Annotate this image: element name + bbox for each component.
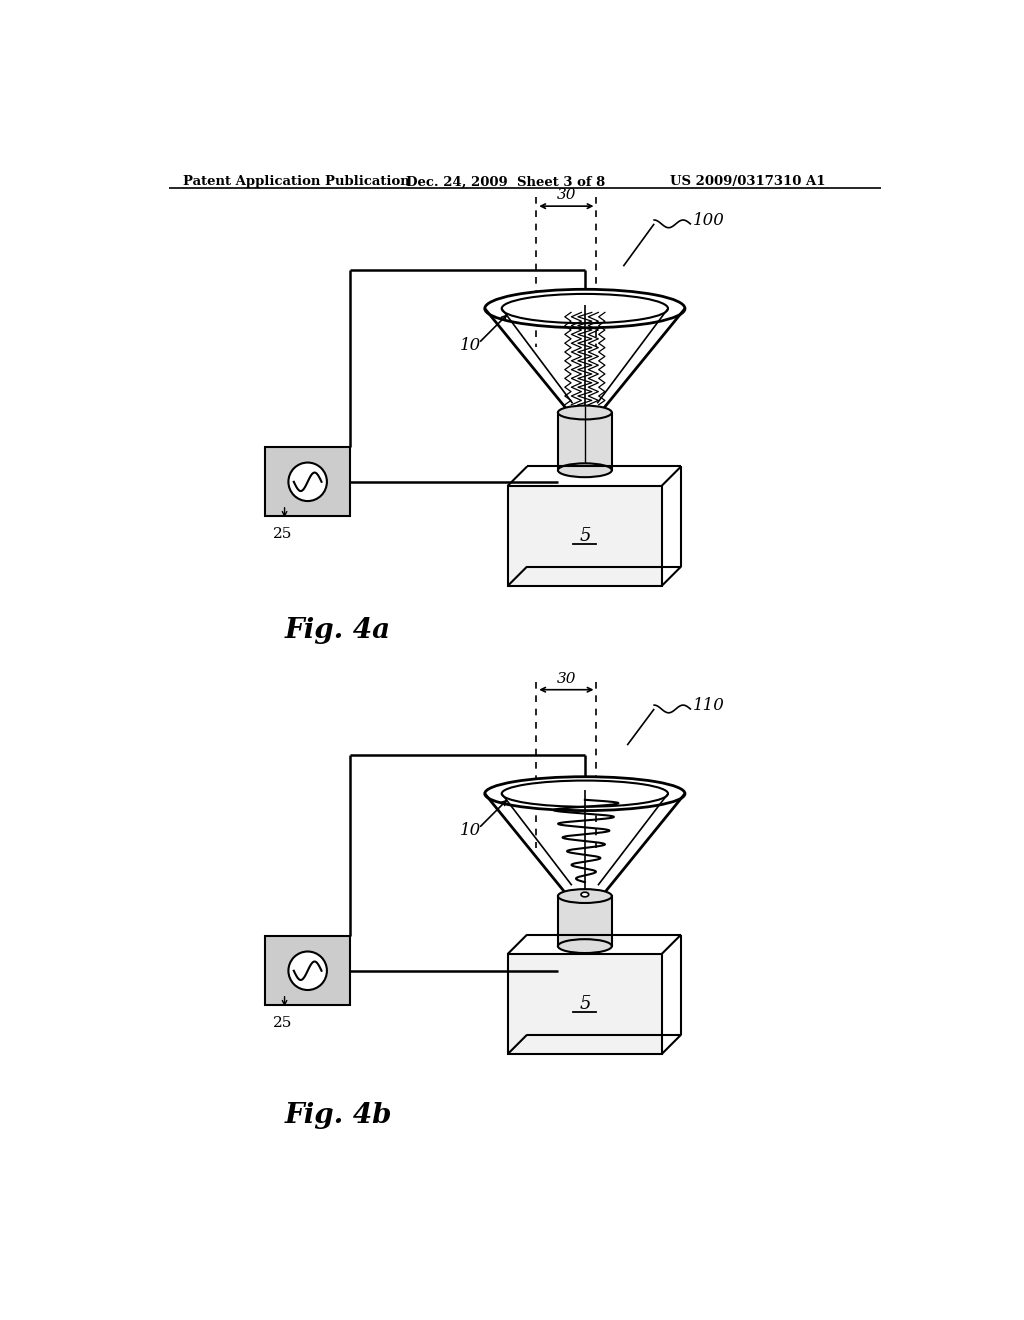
Ellipse shape	[558, 940, 611, 953]
Text: 100: 100	[692, 211, 725, 228]
Bar	[558, 412, 611, 470]
Ellipse shape	[558, 890, 611, 903]
Ellipse shape	[484, 776, 685, 810]
Ellipse shape	[502, 780, 668, 807]
Text: 25: 25	[273, 1016, 293, 1030]
Ellipse shape	[568, 891, 602, 902]
Bar	[265, 936, 350, 1006]
Text: 30: 30	[557, 187, 577, 202]
Ellipse shape	[289, 462, 327, 502]
Text: US 2009/0317310 A1: US 2009/0317310 A1	[670, 176, 825, 189]
Text: 5: 5	[580, 995, 591, 1012]
Bar	[508, 954, 662, 1053]
Bar	[558, 896, 611, 946]
Ellipse shape	[502, 294, 668, 323]
Text: 25: 25	[273, 527, 293, 541]
Text: 30: 30	[557, 672, 577, 686]
Ellipse shape	[558, 405, 611, 420]
Ellipse shape	[484, 289, 685, 327]
Bar	[265, 447, 350, 516]
Ellipse shape	[581, 892, 589, 896]
Text: 10: 10	[460, 822, 480, 840]
Ellipse shape	[569, 407, 600, 418]
Ellipse shape	[289, 952, 327, 990]
Ellipse shape	[558, 463, 611, 477]
Text: Patent Application Publication: Patent Application Publication	[183, 176, 410, 189]
Text: Dec. 24, 2009  Sheet 3 of 8: Dec. 24, 2009 Sheet 3 of 8	[407, 176, 605, 189]
Text: Fig. 4b: Fig. 4b	[285, 1102, 392, 1129]
Text: Fig. 4a: Fig. 4a	[285, 616, 391, 644]
Text: 110: 110	[692, 697, 725, 714]
Text: 10: 10	[460, 337, 480, 354]
Text: 5: 5	[580, 527, 591, 545]
Bar	[508, 486, 662, 586]
